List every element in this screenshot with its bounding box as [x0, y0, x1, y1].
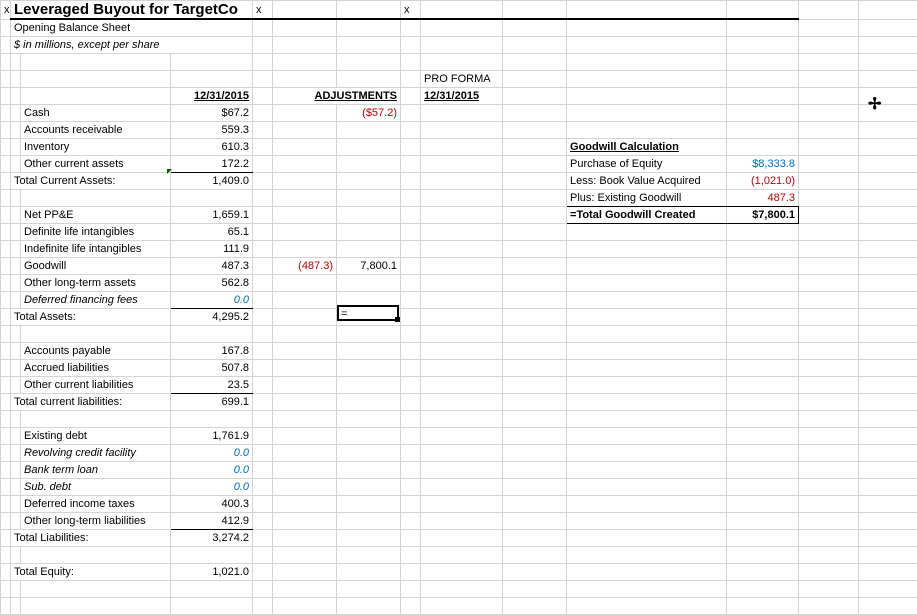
header-date: 12/31/2015: [171, 87, 253, 104]
row-label: Net PP&E: [21, 206, 171, 223]
cell[interactable]: 1,409.0: [171, 172, 253, 189]
cell[interactable]: 412.9: [171, 512, 253, 529]
cell[interactable]: 0.0: [171, 291, 253, 308]
row-label-tl: Total Liabilities:: [11, 529, 171, 546]
subtitle-opening: Opening Balance Sheet: [11, 19, 253, 36]
row-label: Revolving credit facility: [21, 444, 171, 461]
cell[interactable]: (487.3): [273, 257, 337, 274]
cell[interactable]: 4,295.2: [171, 308, 253, 325]
cell[interactable]: ($57.2): [337, 104, 401, 121]
header-pf-date: 12/31/2015: [421, 87, 503, 104]
row-label-cash: Cash: [21, 104, 171, 121]
cell[interactable]: 699.1: [171, 393, 253, 410]
cell[interactable]: 167.8: [171, 342, 253, 359]
row-label: Existing debt: [21, 427, 171, 444]
row-label-te: Total Equity:: [11, 563, 171, 580]
row-label: Other long-term liabilities: [21, 512, 171, 529]
row-label-tca: Total Current Assets:: [11, 172, 171, 189]
row-label: Bank term loan: [21, 461, 171, 478]
cell[interactable]: 3,274.2: [171, 529, 253, 546]
x-marker: x: [1, 1, 11, 20]
cell[interactable]: 487.3: [171, 257, 253, 274]
subtitle-units: $ in millions, except per share: [11, 36, 253, 53]
cell[interactable]: 23.5: [171, 376, 253, 393]
cell[interactable]: 400.3: [171, 495, 253, 512]
cell[interactable]: 0.0: [171, 461, 253, 478]
row-label: Indefinite life intangibles: [21, 240, 171, 257]
active-cell[interactable]: =: [337, 305, 399, 321]
cell[interactable]: 507.8: [171, 359, 253, 376]
x-marker: x: [253, 1, 273, 20]
cell[interactable]: 487.3: [727, 189, 799, 206]
row-label: Accrued liabilities: [21, 359, 171, 376]
cell[interactable]: 0.0: [171, 478, 253, 495]
row-label-ta: Total Assets:: [11, 308, 171, 325]
row-label: Deferred financing fees: [21, 291, 171, 308]
gw-egw-label: Plus: Existing Goodwill: [567, 189, 727, 206]
cell[interactable]: 562.8: [171, 274, 253, 291]
cell[interactable]: 172.2: [171, 155, 253, 172]
cell[interactable]: 1,761.9: [171, 427, 253, 444]
cell[interactable]: 1,659.1: [171, 206, 253, 223]
row-label: Other current assets: [21, 155, 171, 172]
row-label: Goodwill: [21, 257, 171, 274]
row-label: Inventory: [21, 138, 171, 155]
cell[interactable]: 559.3: [171, 121, 253, 138]
cell[interactable]: 7,800.1: [337, 257, 401, 274]
header-adjustments: ADJUSTMENTS: [273, 87, 401, 104]
row-label: Definite life intangibles: [21, 223, 171, 240]
cell[interactable]: 65.1: [171, 223, 253, 240]
row-label: Other long-term assets: [21, 274, 171, 291]
gw-pe-label: Purchase of Equity: [567, 155, 727, 172]
row-label: Deferred income taxes: [21, 495, 171, 512]
gw-tgc-label: =Total Goodwill Created: [567, 206, 727, 223]
row-label: Sub. debt: [21, 478, 171, 495]
cell[interactable]: $67.2: [171, 104, 253, 121]
x-marker: x: [401, 1, 421, 20]
cell[interactable]: 610.3: [171, 138, 253, 155]
cell[interactable]: 0.0: [171, 444, 253, 461]
page-title: Leveraged Buyout for TargetCo: [11, 1, 253, 20]
cell[interactable]: $8,333.8: [727, 155, 799, 172]
spreadsheet-grid[interactable]: x Leveraged Buyout for TargetCo x x Open…: [0, 0, 917, 615]
row-label: Accounts receivable: [21, 121, 171, 138]
cell[interactable]: 111.9: [171, 240, 253, 257]
row-label: Other current liabilities: [21, 376, 171, 393]
cell[interactable]: (1,021.0): [727, 172, 799, 189]
row-label-tcl: Total current liabilities:: [11, 393, 171, 410]
header-proforma: PRO FORMA: [421, 70, 503, 87]
row-label: Accounts payable: [21, 342, 171, 359]
gw-bva-label: Less: Book Value Acquired: [567, 172, 727, 189]
cell[interactable]: $7,800.1: [727, 206, 799, 223]
cell[interactable]: 1,021.0: [171, 563, 253, 580]
gw-calc-title: Goodwill Calculation: [567, 138, 727, 155]
cursor-icon: ✢: [868, 94, 881, 114]
